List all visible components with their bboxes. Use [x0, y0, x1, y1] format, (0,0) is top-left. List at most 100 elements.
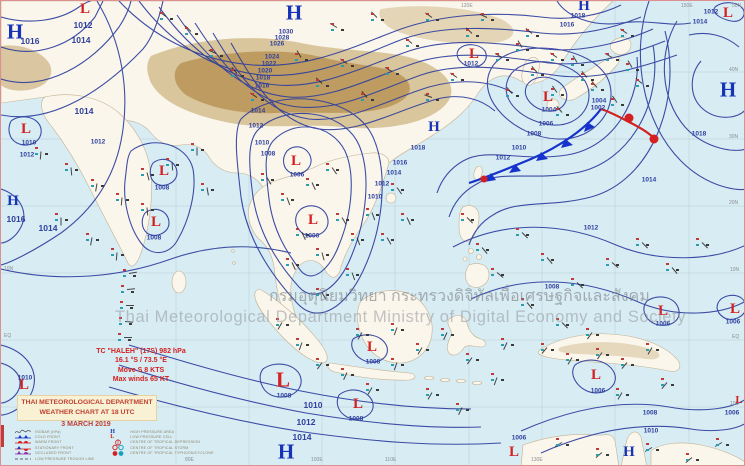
station-plot	[391, 323, 405, 336]
station-plot	[554, 438, 570, 447]
station-plot	[366, 383, 380, 395]
pressure-center-h: H	[285, 0, 303, 25]
legend-row: OCCLUDED FRONT	[15, 451, 94, 456]
isobar-label: 1006	[289, 171, 305, 179]
pressure-center-l: L	[735, 393, 743, 406]
station-plot	[341, 368, 355, 380]
pressure-center-h: H	[6, 19, 24, 44]
isobar-label: 1010	[21, 139, 37, 147]
isobar-label: 1008	[348, 415, 364, 423]
station-plot	[685, 453, 700, 464]
legend-row: L LOW PRESSURE CELL	[110, 434, 213, 441]
tropical-cyclone-info-box: TC "HALEH" (17S) 982 hPa 16.1 °S / 73.5 …	[83, 347, 199, 385]
isobar-label: 1014	[38, 223, 58, 233]
island-hainan	[385, 192, 397, 204]
legend-row: COLD FRONT	[15, 434, 94, 439]
station-plot	[296, 228, 310, 240]
isobar-label: 1016	[254, 82, 270, 90]
legend-row: CENTRE OF TROPICAL STORM	[110, 445, 213, 451]
graticule-label: 120E	[461, 3, 473, 9]
station-plot	[425, 12, 440, 21]
pressure-center-l: L	[79, 0, 91, 17]
isobar-label: 1020	[257, 67, 273, 75]
island-sumatra	[254, 289, 328, 364]
isobar-label: 1012	[583, 224, 599, 232]
station-plot	[91, 179, 105, 192]
station-plot	[208, 49, 224, 57]
isobar-label: 1014	[71, 35, 91, 45]
station-plot	[336, 213, 350, 225]
station-plot	[595, 448, 610, 459]
station-plot	[184, 25, 199, 35]
occl-legend-icon	[15, 450, 32, 457]
station-plot	[326, 163, 340, 175]
legend-label: LOW PRESSURE TROUGH LINE	[35, 456, 95, 461]
isobar-label: 1008	[146, 234, 162, 242]
station-plot	[346, 268, 360, 281]
station-plot	[621, 358, 635, 369]
station-plot	[591, 81, 605, 91]
station-plot	[351, 233, 365, 246]
pressure-center-l: L	[150, 213, 162, 230]
legend-label: CENTRE OF TROPICAL TYPHOON/CYCLONE	[130, 451, 214, 456]
graticule-label: 40N	[729, 67, 739, 73]
station-plot	[316, 358, 330, 370]
station-plot	[465, 27, 480, 37]
pressure-center-l: L	[468, 45, 480, 62]
station-plot	[123, 269, 137, 277]
legend-label: STATIONARY FRONT	[35, 445, 74, 450]
isobar-label: 1012	[248, 122, 264, 130]
warm-legend-icon	[15, 439, 32, 446]
island-luzon	[458, 205, 480, 242]
pressure-center-h: H	[428, 118, 440, 135]
island-borneo	[357, 290, 433, 364]
isobar-label: 1002	[590, 104, 606, 112]
station-plot	[340, 58, 355, 67]
isobar-label: 1030	[278, 28, 294, 36]
pressure-center-l: L	[729, 300, 741, 317]
isobar-label: 1006	[538, 120, 554, 128]
legend-row: CENTRE OF TROPICAL TYPHOON/CYCLONE	[110, 450, 214, 456]
warm-front-pips	[480, 113, 659, 183]
cold-front-triangles	[484, 122, 595, 182]
tc-line: Max winds 65 KT	[112, 376, 170, 384]
station-plot	[405, 37, 420, 47]
station-plot	[141, 168, 155, 181]
isobar-label: 1006	[590, 387, 606, 395]
station-plot	[86, 233, 100, 246]
station-plot	[616, 388, 630, 400]
station-plot	[159, 11, 174, 20]
graticule-label: EQ	[4, 333, 12, 339]
station-plot	[611, 95, 625, 106]
isobar-label: 1006	[304, 232, 320, 240]
station-plot	[714, 438, 730, 447]
L-legend-icon: L	[110, 434, 115, 441]
station-plot	[606, 258, 620, 269]
agency-title: THAI METEOROLOGICAL DEPARTMENT	[21, 399, 153, 406]
station-plot	[571, 55, 585, 66]
station-plot	[696, 238, 710, 249]
station-plot	[166, 158, 180, 171]
watermark-english: Thai Meteorological Department Ministry …	[115, 308, 687, 326]
td-legend-icon	[110, 438, 127, 446]
station-plot	[296, 338, 310, 351]
legend-row: STATIONARY FRONT	[15, 445, 94, 451]
station-plot	[479, 13, 495, 21]
pressure-center-l: L	[20, 120, 32, 137]
isobar-label: 1012	[19, 151, 35, 159]
station-plot	[516, 228, 530, 239]
isobar-label: 1014	[250, 107, 266, 115]
station-plot	[356, 328, 370, 340]
graticule-label: 50N	[732, 3, 742, 9]
landmass-australia-2	[621, 431, 647, 465]
isobar-label: 1012	[703, 8, 719, 16]
isobar-label: 1024	[264, 53, 280, 61]
station-plot	[116, 193, 130, 206]
island-mindanao	[465, 263, 490, 288]
tc-line: Move S 8 KTS	[117, 366, 165, 374]
frame-accent-bar	[1, 425, 4, 447]
station-plot	[494, 53, 510, 61]
isobar-label: 1006	[725, 318, 741, 326]
pressure-center-l: L	[307, 211, 319, 228]
isobar-label: 1008	[526, 130, 542, 138]
